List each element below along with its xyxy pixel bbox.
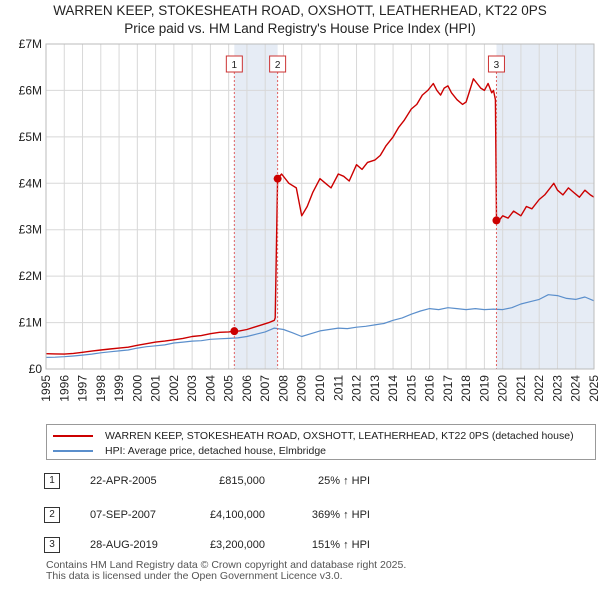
plot-frame <box>45 43 595 370</box>
sale-number: 2 <box>44 507 60 523</box>
x-tick-label: 2000 <box>130 375 144 402</box>
x-tick-label: 1996 <box>57 375 71 402</box>
price-chart: 1 2 3 £0 £1M £2M £3M £4M £5M £6M £7M 1995 1996 1997 1… <box>19 37 600 402</box>
sale-date: 28-AUG-2019 <box>90 539 158 551</box>
sale-number: 3 <box>44 537 60 553</box>
series-line-property <box>45 78 595 355</box>
x-tick-label: 2015 <box>404 375 418 402</box>
sale-marker-box-3 <box>487 55 505 73</box>
x-tick-label: 2012 <box>350 375 364 402</box>
x-tick-label: 2013 <box>368 375 382 402</box>
sale-marker-label-1: 1 <box>232 60 238 71</box>
x-tick-label: 2017 <box>441 375 455 402</box>
x-tick-label: 2011 <box>331 375 345 401</box>
sale-marker-label-2: 2 <box>275 60 281 71</box>
y-tick-label: £0 <box>29 362 43 376</box>
sale-point-1 <box>230 327 239 336</box>
sale-date: 07-SEP-2007 <box>90 509 157 521</box>
x-tick-label: 2020 <box>496 375 510 402</box>
x-tick-label: 1998 <box>94 375 108 402</box>
title-line-1: WARREN KEEP, STOKESHEATH ROAD, OXSHOTT, … <box>53 3 547 18</box>
x-tick-label: 2006 <box>240 375 254 402</box>
x-tick-label: 1995 <box>39 375 53 402</box>
footer: Contains HM Land Registry data © Crown c… <box>46 560 406 582</box>
sale-marker-label-3: 3 <box>494 60 500 71</box>
x-tick-label: 2023 <box>550 375 564 402</box>
title-line-2: Price paid vs. HM Land Registry's House … <box>124 21 476 36</box>
x-tick-label: 2022 <box>532 375 546 402</box>
y-tick-label: £6M <box>19 83 42 97</box>
x-tick-label: 2024 <box>569 375 583 402</box>
legend: WARREN KEEP, STOKESHEATH ROAD, OXSHOTT, … <box>46 424 596 460</box>
sale-price: £4,100,000 <box>209 509 265 521</box>
legend-label-property: WARREN KEEP, STOKESHEATH ROAD, OXSHOTT, … <box>105 430 574 442</box>
x-tick-label: 2025 <box>587 375 600 402</box>
sale-price: £815,000 <box>219 475 265 487</box>
y-tick-label: £5M <box>19 130 42 144</box>
sale-price: £3,200,000 <box>209 539 265 551</box>
x-tick-label: 2019 <box>477 375 491 402</box>
y-tick-label: £1M <box>19 316 42 330</box>
x-tick-label: 2003 <box>185 375 199 402</box>
sale-row-2: 2 07-SEP-2007 £4,100,000 369% ↑ HPI <box>0 506 600 524</box>
sale-date: 22-APR-2005 <box>90 475 157 487</box>
x-tick-label: 2018 <box>459 375 473 402</box>
y-tick-label: £3M <box>19 223 42 237</box>
x-tick-label: 2008 <box>276 375 290 402</box>
x-tick-label: 1997 <box>76 375 90 402</box>
shaded-range-2 <box>496 44 594 369</box>
legend-swatch-hpi <box>53 450 93 452</box>
sale-number: 1 <box>44 473 60 489</box>
x-tick-label: 2009 <box>295 375 309 402</box>
series-layer <box>45 78 595 358</box>
x-tick-label: 2014 <box>386 375 400 402</box>
sale-point-3 <box>492 216 501 225</box>
sale-hpi: 25% ↑ HPI <box>318 475 370 487</box>
x-tick-label: 2021 <box>514 375 528 402</box>
x-tick-label: 2002 <box>167 375 181 402</box>
footer-line-1: Contains HM Land Registry data © Crown c… <box>46 559 407 571</box>
axis-layer: £0 £1M £2M £3M £4M £5M £6M £7M 1995 1996 1997 1998 1… <box>19 37 600 402</box>
x-tick-label: 1999 <box>112 375 126 402</box>
sale-hpi: 369% ↑ HPI <box>311 509 370 521</box>
sale-marker-box-2 <box>269 55 287 73</box>
sale-point-2 <box>273 174 282 183</box>
sale-row-1: 1 22-APR-2005 £815,000 25% ↑ HPI <box>0 472 600 490</box>
x-tick-label: 2007 <box>258 375 272 402</box>
y-tick-label: £7M <box>19 37 42 51</box>
x-tick-label: 2004 <box>203 375 217 402</box>
legend-label-hpi: HPI: Average price, detached house, Elmb… <box>105 445 327 457</box>
y-tick-label: £4M <box>19 176 42 190</box>
x-tick-label: 2010 <box>313 375 327 402</box>
sale-marker-box-1 <box>225 55 243 73</box>
x-tick-label: 2005 <box>222 375 236 402</box>
sale-layer: 1 2 3 <box>225 55 505 369</box>
x-tick-label: 2001 <box>149 375 163 402</box>
chart-title: WARREN KEEP, STOKESHEATH ROAD, OXSHOTT, … <box>0 2 600 38</box>
sale-row-3: 3 28-AUG-2019 £3,200,000 151% ↑ HPI <box>0 536 600 554</box>
footer-line-2: This data is licensed under the Open Gov… <box>46 570 343 582</box>
y-tick-label: £2M <box>19 269 42 283</box>
x-tick-label: 2016 <box>423 375 437 402</box>
legend-swatch-property <box>53 435 93 437</box>
sale-hpi: 151% ↑ HPI <box>311 539 370 551</box>
shaded-range-1 <box>234 44 278 369</box>
series-line-hpi <box>45 294 595 358</box>
